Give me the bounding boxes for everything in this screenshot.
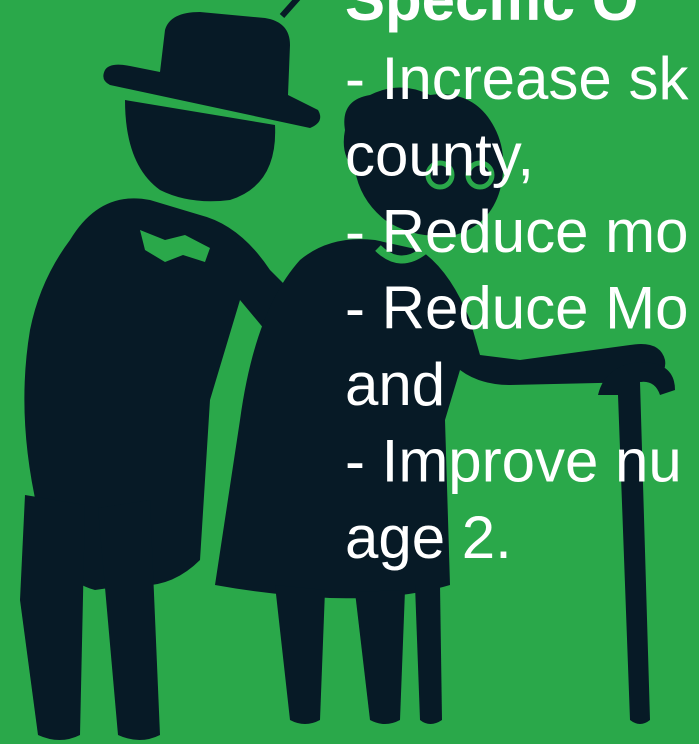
bullet-text: - Reduce Mo	[345, 275, 688, 342]
bullet-text: age 2.	[345, 504, 512, 571]
slide-title: Specific O	[345, 0, 638, 33]
bullet-text: county,	[345, 122, 534, 189]
page: Specific O - Increase sk county, - Reduce …	[0, 0, 699, 744]
bullet-text: - Reduce mo	[345, 198, 688, 265]
slide: Specific O - Increase sk county, - Reduce …	[0, 0, 699, 744]
bullet-text: - Improve nu	[345, 428, 682, 495]
bullet-text: and	[345, 351, 445, 418]
bullet-text: - Increase sk	[345, 45, 689, 112]
